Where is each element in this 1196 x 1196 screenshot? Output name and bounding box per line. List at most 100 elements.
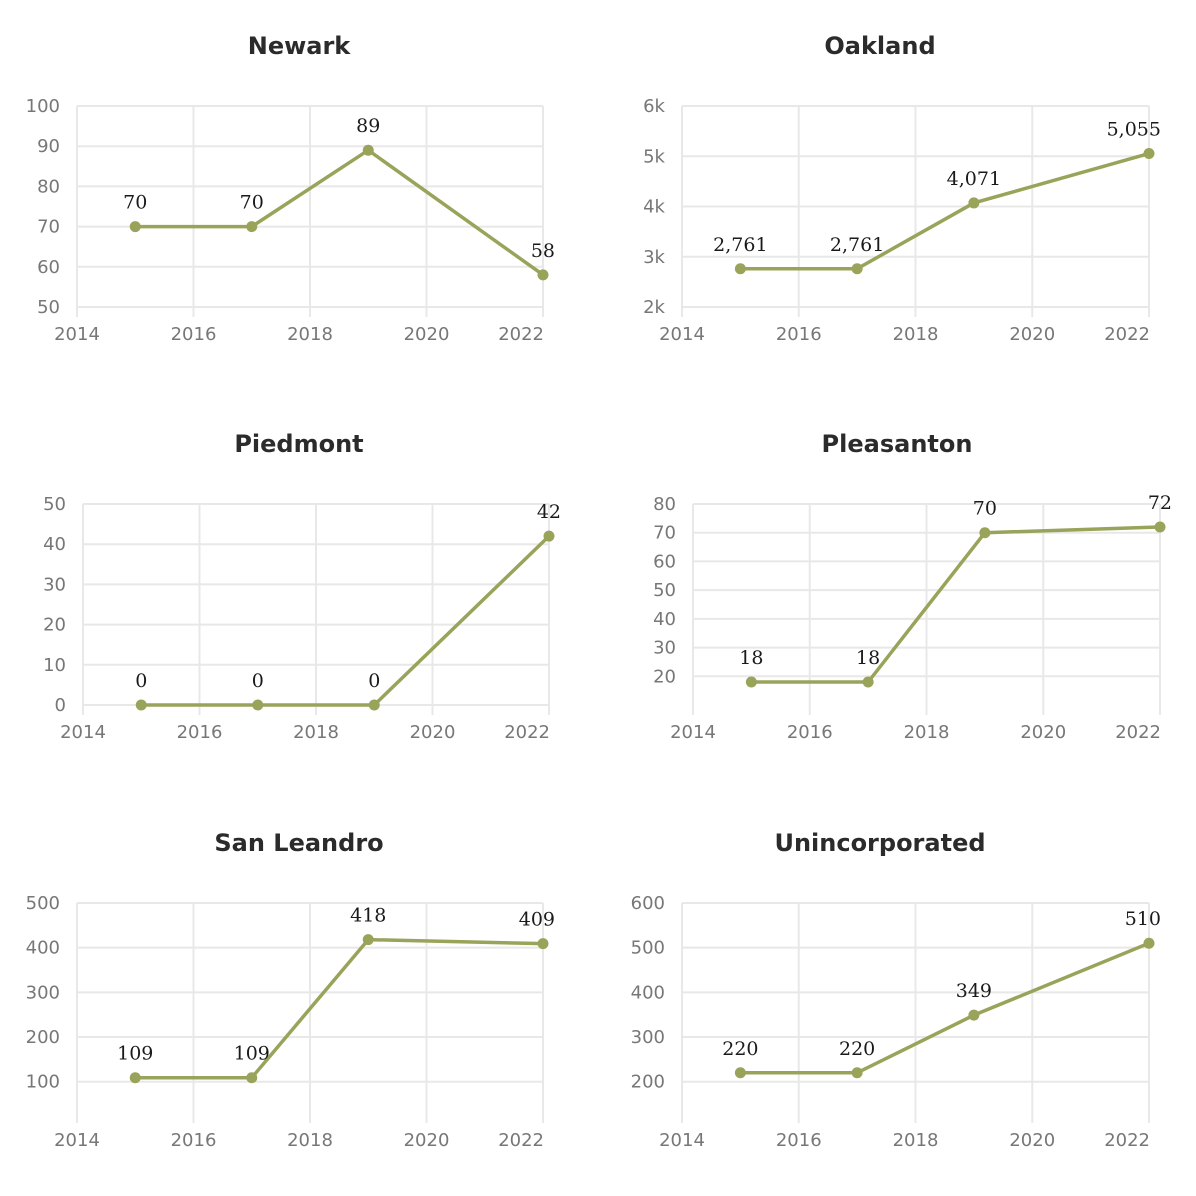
line-chart: 50 60 70 80 90 100 2014 2016 2018 2020 2022 70 70 89 5…: [26, 96, 555, 345]
x-tick-label: 2018: [893, 324, 939, 345]
y-tick-label: 60: [37, 257, 60, 278]
data-label: 58: [531, 240, 555, 262]
y-tick-label: 100: [26, 96, 60, 117]
x-tick-label: 2022: [498, 324, 544, 345]
chart-newark: Newark 50 60 70 80 90 100 2014 2016 2018 2020 2022…: [0, 0, 598, 398]
data-point: [368, 699, 380, 711]
data-point: [537, 938, 549, 950]
y-tick-label: 80: [37, 176, 60, 197]
chart-san-leandro: San Leandro 100 200 300 400 500 2014 2016 2018 2…: [0, 797, 598, 1195]
data-point: [543, 530, 555, 542]
line-chart: 2k 3k 4k 5k 6k 2014 2016 2018 2020 2022 2,761 2,761…: [643, 96, 1161, 345]
data-label: 70: [240, 192, 264, 214]
chart-title: Piedmont: [234, 430, 364, 458]
data-label: 18: [856, 647, 880, 669]
data-label: 0: [368, 670, 380, 692]
chart-title: Newark: [247, 32, 351, 60]
chart-unincorporated: Unincorporated 200 300 400 500 600 2014 2016 20…: [598, 797, 1196, 1195]
data-label: 89: [356, 115, 380, 137]
y-tick-label: 40: [653, 609, 676, 630]
data-point: [252, 699, 264, 711]
x-tick-label: 2014: [670, 722, 716, 743]
y-tick-label: 300: [26, 982, 60, 1003]
line-chart: 0 10 20 30 40 50 2014 2016 2018 2020 2022 0 0 0 42: [43, 494, 561, 743]
series-line: [751, 525, 1161, 684]
data-label: 70: [123, 192, 147, 214]
data-point: [968, 197, 980, 209]
data-label: 220: [722, 1038, 758, 1060]
chart-title: San Leandro: [214, 829, 384, 857]
line-chart: 20 30 40 50 60 70 80 2014 2016 2018 2020 2022 18 18 70…: [653, 492, 1172, 743]
y-tick-label: 500: [631, 938, 665, 959]
y-tick-label: 60: [653, 551, 676, 572]
data-label: 0: [252, 670, 264, 692]
x-tick-label: 2018: [293, 722, 339, 743]
y-tick-label: 200: [631, 1072, 665, 1093]
x-tick-label: 2018: [893, 1130, 939, 1151]
x-tick-label: 2016: [171, 324, 217, 345]
data-label: 42: [537, 501, 561, 523]
chart-oakland: Oakland 2k 3k 4k 5k 6k 2014 2016 2018 2020 2022 2,…: [598, 0, 1196, 398]
x-tick-label: 2014: [659, 1130, 705, 1151]
y-tick-label: 90: [37, 136, 60, 157]
data-point: [135, 699, 147, 711]
data-label: 418: [350, 905, 386, 927]
x-tick-label: 2020: [404, 324, 450, 345]
chart-piedmont: Piedmont 0 10 20 30 40 50 2014 2016 2018 2020 2022…: [0, 398, 598, 796]
x-tick-label: 2016: [776, 324, 822, 345]
data-point: [734, 263, 746, 275]
x-tick-label: 2022: [498, 1130, 544, 1151]
x-tick-label: 2020: [410, 722, 456, 743]
data-point: [129, 1072, 141, 1084]
y-tick-label: 70: [653, 523, 676, 544]
chart-title: Pleasanton: [821, 430, 973, 458]
x-tick-label: 2016: [787, 722, 833, 743]
y-tick-label: 400: [631, 982, 665, 1003]
x-tick-label: 2020: [1009, 1130, 1055, 1151]
data-point: [851, 263, 863, 275]
data-point: [862, 676, 874, 688]
series-line: [740, 151, 1150, 271]
data-point: [537, 269, 549, 281]
data-label: 109: [234, 1043, 270, 1065]
x-tick-label: 2022: [504, 722, 550, 743]
x-tick-label: 2020: [1020, 722, 1066, 743]
chart-pleasanton: Pleasanton 20 30 40 50 60 70 80 2014 2016 2018 202…: [598, 398, 1196, 796]
chart-title: Unincorporated: [774, 829, 986, 857]
data-label: 18: [739, 647, 763, 669]
y-tick-label: 100: [26, 1072, 60, 1093]
data-label: 70: [973, 498, 997, 520]
series-line: [135, 937, 544, 1080]
x-tick-label: 2022: [1104, 324, 1150, 345]
y-tick-label: 3k: [643, 247, 665, 268]
x-tick-label: 2016: [171, 1130, 217, 1151]
y-tick-label: 4k: [643, 197, 665, 218]
x-tick-label: 2014: [54, 1130, 100, 1151]
x-tick-label: 2014: [54, 324, 100, 345]
x-tick-label: 2020: [404, 1130, 450, 1151]
y-tick-label: 0: [55, 695, 66, 716]
data-point: [1143, 147, 1155, 159]
x-tick-label: 2018: [287, 324, 333, 345]
data-label: 72: [1148, 492, 1172, 514]
data-point: [968, 1009, 980, 1021]
data-label: 0: [135, 670, 147, 692]
series-line: [740, 941, 1150, 1075]
y-tick-label: 50: [43, 494, 66, 515]
y-tick-label: 50: [653, 580, 676, 601]
data-point: [129, 221, 141, 233]
y-tick-label: 5k: [643, 146, 665, 167]
y-tick-label: 10: [43, 655, 66, 676]
y-tick-label: 300: [631, 1027, 665, 1048]
data-label: 109: [117, 1043, 153, 1065]
y-tick-label: 30: [653, 638, 676, 659]
y-tick-label: 70: [37, 217, 60, 238]
y-tick-label: 500: [26, 893, 60, 914]
x-tick-label: 2018: [904, 722, 950, 743]
data-point: [851, 1067, 863, 1079]
data-point: [979, 527, 991, 539]
y-tick-label: 600: [631, 893, 665, 914]
x-tick-label: 2014: [60, 722, 106, 743]
data-point: [1154, 521, 1166, 533]
y-tick-label: 30: [43, 574, 66, 595]
